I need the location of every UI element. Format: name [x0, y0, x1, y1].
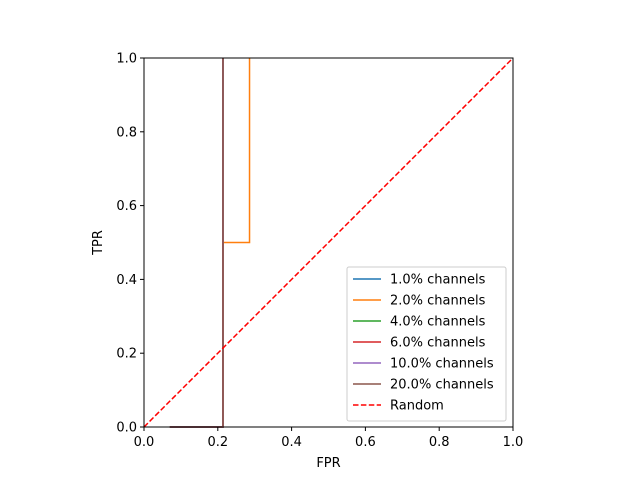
legend-box — [346, 266, 507, 422]
legend-entry-2: 4.0% channels — [390, 315, 486, 330]
legend-entry-4: 10.0% channels — [390, 357, 494, 372]
y-tick-label: 0.2 — [116, 347, 137, 362]
legend: 1.0% channels 2.0% channels 4.0% channels 6… — [346, 266, 507, 422]
legend-entry-5: 20.0% channels — [390, 378, 494, 393]
x-axis-label: FPR — [316, 456, 340, 471]
legend-entry-0: 1.0% channels — [390, 273, 486, 288]
y-tick-label: 1.0 — [116, 52, 137, 67]
y-axis: 0.0 0.2 0.4 0.6 0.8 1.0 — [116, 52, 144, 436]
legend-entry-3: 6.0% channels — [390, 336, 486, 351]
x-tick-label: 0.0 — [134, 435, 155, 450]
x-tick-label: 0.4 — [281, 435, 302, 450]
x-tick-label: 0.2 — [207, 435, 228, 450]
y-tick-label: 0.4 — [116, 273, 137, 288]
x-tick-label: 0.6 — [355, 435, 376, 450]
legend-entry-6: Random — [390, 399, 444, 414]
legend-entry-1: 2.0% channels — [390, 294, 486, 309]
x-tick-label: 0.8 — [429, 435, 450, 450]
y-tick-label: 0.0 — [116, 421, 137, 436]
y-tick-label: 0.6 — [116, 199, 137, 214]
y-axis-label: TPR — [91, 230, 106, 256]
x-axis: 0.0 0.2 0.4 0.6 0.8 1.0 — [134, 427, 524, 450]
y-tick-label: 0.8 — [116, 125, 137, 140]
series-line-6 — [143, 57, 514, 428]
x-tick-label: 1.0 — [503, 435, 524, 450]
plot-frame — [143, 57, 514, 428]
